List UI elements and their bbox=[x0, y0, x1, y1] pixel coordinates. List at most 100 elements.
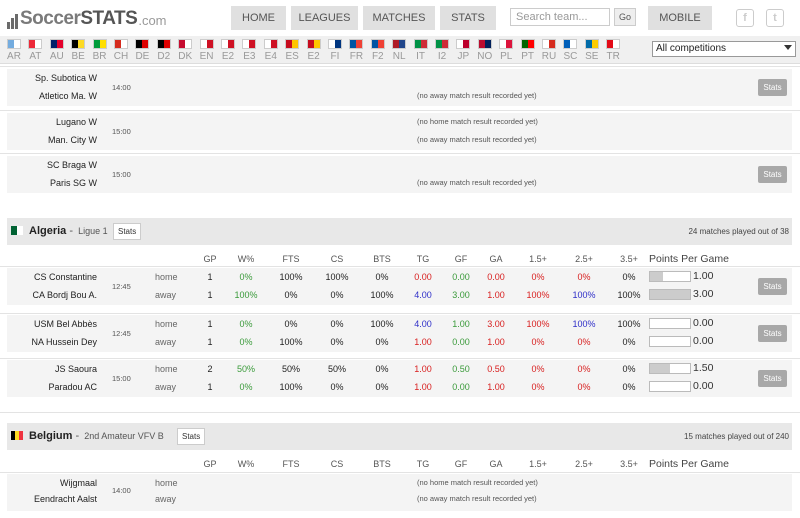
stats-button[interactable]: Stats bbox=[758, 325, 787, 342]
fixture-block: 15:00 Stats JS Saoura home 2 50% 50% 50% 0% 1.00 0… bbox=[7, 360, 792, 397]
league-title[interactable]: Algeria - Ligue 1 bbox=[29, 225, 108, 237]
home-team-name[interactable]: Sp. Subotica W bbox=[34, 73, 97, 83]
flag-dk[interactable]: DK bbox=[174, 39, 196, 62]
venue-label: home bbox=[155, 364, 178, 374]
away-team-name[interactable]: Eendracht Aalst bbox=[33, 494, 97, 504]
flag-e2[interactable]: E2 bbox=[303, 39, 325, 62]
ppg-value: 1.50 bbox=[693, 362, 714, 374]
home-team-name[interactable]: Lugano W bbox=[55, 117, 97, 127]
col-header-ga: GA bbox=[489, 254, 503, 264]
flag-be[interactable]: BE bbox=[67, 39, 89, 62]
venue-label: away bbox=[155, 337, 177, 347]
ppg-bar bbox=[649, 336, 691, 347]
league-stats-button[interactable]: Stats bbox=[177, 428, 206, 445]
flag-br[interactable]: BR bbox=[89, 39, 111, 62]
stats-button[interactable]: Stats bbox=[758, 370, 787, 387]
col-header-bts: BTS bbox=[373, 459, 391, 469]
home-team-name[interactable]: CS Constantine bbox=[33, 272, 97, 282]
flag-f2[interactable]: F2 bbox=[367, 39, 389, 62]
home-team-name[interactable]: Wijgmaal bbox=[59, 478, 97, 488]
nav-matches[interactable]: MATCHES bbox=[363, 6, 435, 30]
stat-o25: 0% bbox=[577, 364, 591, 374]
flag-e3[interactable]: E3 bbox=[238, 39, 260, 62]
flag-es[interactable]: ES bbox=[281, 39, 303, 62]
flag-de[interactable]: DE bbox=[131, 39, 153, 62]
nav-home[interactable]: HOME bbox=[231, 6, 286, 30]
stat-o35: 0% bbox=[622, 364, 636, 374]
away-team-name[interactable]: NA Hussein Dey bbox=[31, 337, 97, 347]
league-stats-button[interactable]: Stats bbox=[113, 223, 142, 240]
col-header-cs: CS bbox=[330, 459, 344, 469]
away-team-name[interactable]: Paris SG W bbox=[49, 178, 97, 188]
facebook-icon[interactable]: f bbox=[736, 9, 754, 27]
stats-button[interactable]: Stats bbox=[758, 278, 787, 295]
ppg-bar bbox=[649, 363, 691, 374]
fixture-block: 12:45 Stats CS Constantine home 1 0% 100% 100% 0… bbox=[7, 268, 792, 305]
away-team-name[interactable]: CA Bordj Bou A. bbox=[32, 290, 97, 300]
flag-fr[interactable]: FR bbox=[345, 39, 367, 62]
search-go-button[interactable]: Go bbox=[614, 8, 636, 26]
stat-bts: 0% bbox=[375, 382, 389, 392]
flag-label: SE bbox=[585, 51, 599, 62]
search-input[interactable]: Search team... bbox=[510, 8, 610, 26]
flag-e2-icon bbox=[221, 39, 235, 49]
home-team-name[interactable]: SC Braga W bbox=[46, 160, 97, 170]
venue-label: home bbox=[155, 319, 178, 329]
home-team-name[interactable]: JS Saoura bbox=[54, 364, 97, 374]
flag-no[interactable]: NO bbox=[474, 39, 496, 62]
flag-tr[interactable]: TR bbox=[602, 39, 624, 62]
belgium-flag-icon bbox=[11, 431, 23, 440]
flag-d2[interactable]: D2 bbox=[153, 39, 175, 62]
kickoff-time: 14:00 bbox=[112, 83, 131, 92]
flag-at[interactable]: AT bbox=[24, 39, 46, 62]
stat-ga: 1.00 bbox=[487, 382, 505, 392]
separator bbox=[0, 313, 800, 314]
stat-fts: 100% bbox=[279, 337, 303, 347]
flag-pl[interactable]: PL bbox=[495, 39, 517, 62]
flag-label: IT bbox=[416, 51, 426, 62]
site-logo[interactable]: Soccer STATS .com bbox=[7, 7, 167, 29]
flag-label: RU bbox=[541, 51, 557, 62]
flag-fi[interactable]: FI bbox=[324, 39, 346, 62]
flag-pt[interactable]: PT bbox=[517, 39, 539, 62]
twitter-icon[interactable]: t bbox=[766, 9, 784, 27]
column-header-row: GP W% FTS CS BTS TG GF GA 1.5+ 2.5+ 3.5+ Points Per… bbox=[7, 249, 792, 269]
away-team-name[interactable]: Man. City W bbox=[47, 135, 97, 145]
flag-ar[interactable]: AR bbox=[3, 39, 25, 62]
flag-au[interactable]: AU bbox=[46, 39, 68, 62]
away-team-name[interactable]: Paradou AC bbox=[48, 382, 97, 392]
flag-dk-icon bbox=[178, 39, 193, 49]
nav-mobile[interactable]: MOBILE bbox=[648, 6, 712, 30]
country-name: Belgium bbox=[29, 430, 73, 442]
flag-e2[interactable]: E2 bbox=[217, 39, 239, 62]
flag-ch[interactable]: CH bbox=[110, 39, 132, 62]
flag-jp[interactable]: JP bbox=[452, 39, 474, 62]
flag-it[interactable]: IT bbox=[410, 39, 432, 62]
flag-label: ES bbox=[285, 51, 299, 62]
ppg-bar-fill bbox=[650, 290, 690, 299]
flag-se[interactable]: SE bbox=[581, 39, 603, 62]
separator bbox=[0, 110, 800, 111]
stat-wp: 0% bbox=[239, 337, 253, 347]
flag-nl[interactable]: NL bbox=[388, 39, 410, 62]
kickoff-time: 15:00 bbox=[112, 127, 131, 136]
home-team-name[interactable]: USM Bel Abbès bbox=[33, 319, 97, 329]
flag-en[interactable]: EN bbox=[196, 39, 218, 62]
competition-select[interactable]: All competitions bbox=[652, 41, 796, 57]
logo-soccer-text: Soccer bbox=[20, 8, 81, 29]
stat-o35: 100% bbox=[617, 319, 641, 329]
away-team-name[interactable]: Atletico Ma. W bbox=[38, 91, 97, 101]
nav-stats[interactable]: STATS bbox=[440, 6, 496, 30]
league-title[interactable]: Belgium - 2nd Amateur VFV B bbox=[29, 430, 164, 442]
stat-wp: 50% bbox=[236, 364, 255, 374]
flag-ru[interactable]: RU bbox=[538, 39, 560, 62]
flag-e4[interactable]: E4 bbox=[260, 39, 282, 62]
nav-leagues[interactable]: LEAGUES bbox=[291, 6, 358, 30]
flag-i2[interactable]: I2 bbox=[431, 39, 453, 62]
stats-button[interactable]: Stats bbox=[758, 166, 787, 183]
flag-sc[interactable]: SC bbox=[559, 39, 581, 62]
stat-o25: 0% bbox=[577, 382, 591, 392]
col-header-fts: FTS bbox=[282, 459, 300, 469]
stats-button[interactable]: Stats bbox=[758, 79, 787, 96]
stat-gf: 0.50 bbox=[452, 364, 470, 374]
